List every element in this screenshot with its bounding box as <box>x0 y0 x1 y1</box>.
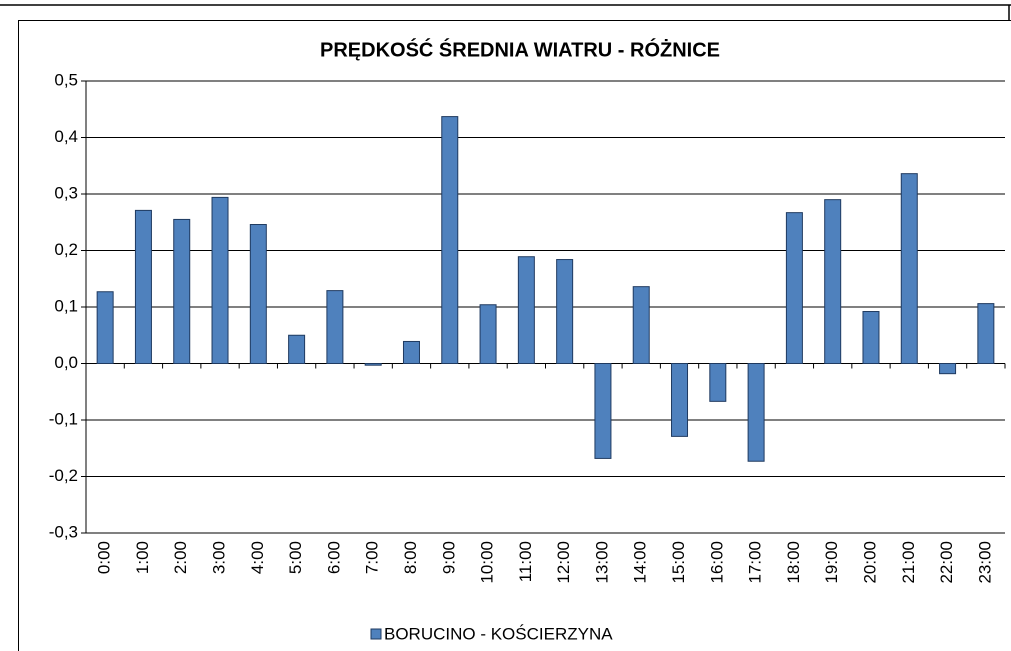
x-tick-label: 21:00 <box>899 541 918 584</box>
y-tick-label: 0,2 <box>54 240 78 259</box>
y-tick-label: 0,5 <box>54 70 78 89</box>
x-tick-label: 0:00 <box>95 541 114 574</box>
x-tick-label: 2:00 <box>171 541 190 574</box>
y-tick-label: 0,3 <box>54 183 78 202</box>
legend-label: BORUCINO - KOŚCIERZYNA <box>384 624 613 643</box>
x-tick-label: 8:00 <box>401 541 420 574</box>
bar <box>862 311 880 364</box>
bar <box>134 209 152 364</box>
bar <box>441 116 459 364</box>
x-tick-label: 20:00 <box>860 541 879 584</box>
y-tick-label: -0,2 <box>49 466 78 485</box>
x-tick-label: 5:00 <box>286 541 305 574</box>
x-tick-label: 11:00 <box>516 541 535 582</box>
x-tick-label: 22:00 <box>937 541 956 584</box>
bar <box>632 286 650 364</box>
x-tick-label: 19:00 <box>822 541 841 584</box>
bar <box>288 334 306 364</box>
x-tick-label: 6:00 <box>324 541 343 574</box>
bar <box>402 340 420 364</box>
bar <box>671 363 689 437</box>
x-tick-label: 3:00 <box>210 541 229 574</box>
x-tick-label: 9:00 <box>439 541 458 574</box>
x-tick-label: 4:00 <box>248 541 267 574</box>
bar <box>211 196 229 364</box>
y-tick-label: 0,4 <box>54 127 78 146</box>
bar <box>747 363 765 462</box>
legend-swatch <box>370 628 382 640</box>
x-tick-label: 7:00 <box>363 541 382 574</box>
x-tick-label: 23:00 <box>975 541 994 584</box>
y-tick-label: -0,3 <box>49 522 78 541</box>
bar <box>785 212 803 364</box>
bar <box>594 363 612 459</box>
bar <box>96 291 114 364</box>
x-tick-label: 14:00 <box>631 541 650 584</box>
x-tick-label: 12:00 <box>554 541 573 584</box>
bar <box>977 303 995 364</box>
x-tick-label: 15:00 <box>669 541 688 584</box>
x-tick-label: 16:00 <box>707 541 726 584</box>
y-tick-label: 0,0 <box>54 353 78 372</box>
bar <box>709 363 727 402</box>
y-tick-label: 0,1 <box>54 296 78 315</box>
x-tick-label: 1:00 <box>133 541 152 574</box>
bar <box>326 290 344 364</box>
bar <box>249 224 267 364</box>
x-tick-label: 17:00 <box>746 541 765 584</box>
bar <box>900 173 918 364</box>
bar <box>556 259 574 365</box>
bar <box>173 218 191 364</box>
x-tick-label: 10:00 <box>478 541 497 584</box>
x-tick-label: 13:00 <box>592 541 611 584</box>
bar <box>517 256 535 364</box>
bar <box>939 363 957 375</box>
bar <box>364 363 382 366</box>
y-tick-label: -0,1 <box>49 409 78 428</box>
x-tick-label: 18:00 <box>784 541 803 584</box>
chart-title: PRĘDKOŚĆ ŚREDNIA WIATRU - RÓŻNICE <box>320 37 720 61</box>
bar <box>824 199 842 364</box>
bar <box>479 304 497 364</box>
